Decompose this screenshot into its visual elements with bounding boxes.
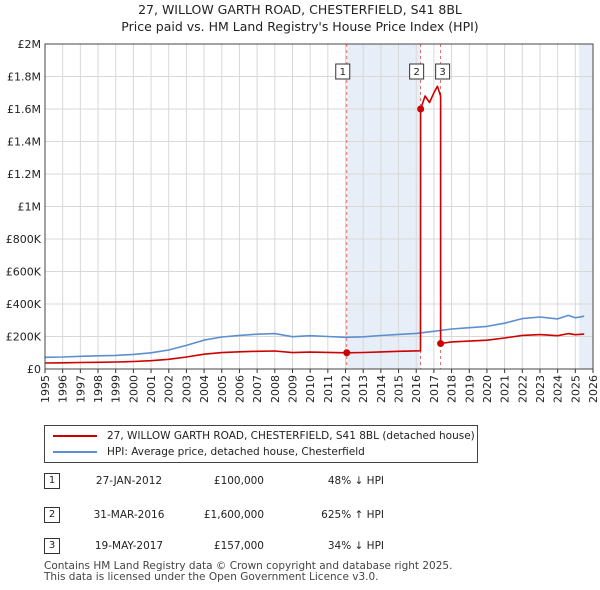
legend-swatch-hpi	[53, 451, 97, 453]
x-tick-label: 2022	[516, 375, 529, 403]
legend-swatch-property	[53, 435, 97, 437]
plot-border	[44, 43, 594, 370]
x-tick-label: 2017	[428, 375, 441, 403]
y-tick-label: £0	[27, 363, 41, 376]
y-tick-label: £1.8M	[7, 71, 41, 84]
x-tick-label: 2003	[180, 375, 193, 403]
footer-copyright: Contains HM Land Registry data © Crown c…	[44, 560, 453, 572]
x-tick-label: 2009	[286, 375, 299, 403]
y-tick-label: £800K	[6, 233, 42, 246]
x-tick-label: 2024	[552, 375, 565, 403]
x-tick-label: 2013	[357, 375, 370, 403]
x-tick-label: 2026	[587, 375, 600, 403]
sale-point	[343, 349, 351, 357]
y-tick-label: £2M	[18, 38, 42, 51]
sale-date: 19-MAY-2017	[94, 540, 164, 552]
sale-hpi-change: 48% ↓ HPI	[327, 475, 384, 487]
x-tick-label: 2001	[145, 375, 158, 403]
x-tick-label: 2014	[375, 375, 388, 403]
sale-price: £157,000	[213, 540, 264, 552]
x-tick-label: 1995	[39, 375, 52, 403]
sale-hpi-change: 34% ↓ HPI	[327, 540, 384, 552]
chart-title: 27, WILLOW GARTH ROAD, CHESTERFIELD, S41…	[138, 2, 462, 17]
sale-point	[437, 339, 445, 347]
sale-price: £100,000	[213, 475, 264, 487]
legend-item-property: 27, WILLOW GARTH ROAD, CHESTERFIELD, S41…	[53, 428, 475, 444]
x-tick-label: 2008	[269, 375, 282, 403]
x-tick-label: 2011	[322, 375, 335, 403]
x-tick-label: 2021	[499, 375, 512, 403]
legend-label-property: 27, WILLOW GARTH ROAD, CHESTERFIELD, S41…	[107, 430, 475, 442]
footer-licence: This data is licensed under the Open Gov…	[44, 571, 379, 583]
price-chart: 1995 1996 1997 1998 1999 2000 2001 2002 2003 2004…	[6, 38, 600, 403]
x-tick-label: 2015	[393, 375, 406, 403]
hpi-line	[44, 314, 585, 359]
x-tick-label: 2018	[446, 375, 459, 403]
marker-label-box	[435, 63, 451, 80]
legend-item-hpi: HPI: Average price, detached house, Ches…	[53, 444, 365, 460]
sale-date: 27-JAN-2012	[95, 475, 163, 487]
marker-label-box	[409, 63, 425, 80]
legend: 27, WILLOW GARTH ROAD, CHESTERFIELD, S41…	[44, 425, 478, 463]
table-row: 2 31-MAR-2016 £1,600,000 625% ↑ HPI	[44, 506, 464, 524]
property-price-line	[44, 85, 585, 364]
x-tick-label: 2016	[410, 375, 423, 403]
x-tick-label: 2012	[340, 375, 353, 403]
legend-label-hpi: HPI: Average price, detached house, Ches…	[107, 446, 365, 458]
sale-number: 1	[44, 473, 60, 489]
x-tick-label: 1996	[57, 375, 70, 403]
sale-hpi-change: 625% ↑ HPI	[321, 509, 384, 521]
sale-number: 3	[44, 538, 60, 554]
marker-label-box	[335, 63, 351, 80]
marker-label: 2	[413, 67, 419, 78]
y-tick-label: £1.4M	[7, 136, 41, 149]
sale-price: £1,600,000	[203, 509, 264, 521]
marker-label: 1	[340, 67, 346, 78]
y-tick-label: £1M	[18, 201, 42, 214]
footer: Contains HM Land Registry data © Crown c…	[44, 561, 452, 583]
x-tick-label: 1997	[74, 375, 87, 403]
y-tick-label: £200K	[6, 331, 42, 344]
x-tick-label: 2004	[198, 375, 211, 403]
y-tick-label: £1.2M	[7, 168, 41, 181]
x-tick-label: 2002	[163, 375, 176, 403]
y-tick-label: £400K	[6, 298, 42, 311]
x-tick-label: 1999	[110, 375, 123, 403]
x-tick-label: 2005	[216, 375, 229, 403]
marker-label: 3	[439, 67, 445, 78]
x-tick-label: 2006	[233, 375, 246, 403]
chart-subtitle: Price paid vs. HM Land Registry's House …	[121, 19, 479, 34]
x-tick-label: 2020	[481, 375, 494, 403]
sale-point	[417, 105, 425, 113]
x-tick-label: 2019	[463, 375, 476, 403]
x-tick-label: 1998	[92, 375, 105, 403]
table-row: 3 19-MAY-2017 £157,000 34% ↓ HPI	[44, 537, 464, 555]
x-tick-label: 2007	[251, 375, 264, 403]
x-tick-label: 2023	[534, 375, 547, 403]
x-tick-label: 2000	[127, 375, 140, 403]
sale-number: 2	[44, 507, 60, 523]
sale-date: 31-MAR-2016	[93, 509, 165, 521]
y-tick-label: £600K	[6, 266, 42, 279]
y-tick-label: £1.6M	[7, 103, 41, 116]
x-tick-label: 2025	[569, 375, 582, 403]
x-tick-label: 2010	[304, 375, 317, 403]
table-row: 1 27-JAN-2012 £100,000 48% ↓ HPI	[44, 472, 464, 490]
